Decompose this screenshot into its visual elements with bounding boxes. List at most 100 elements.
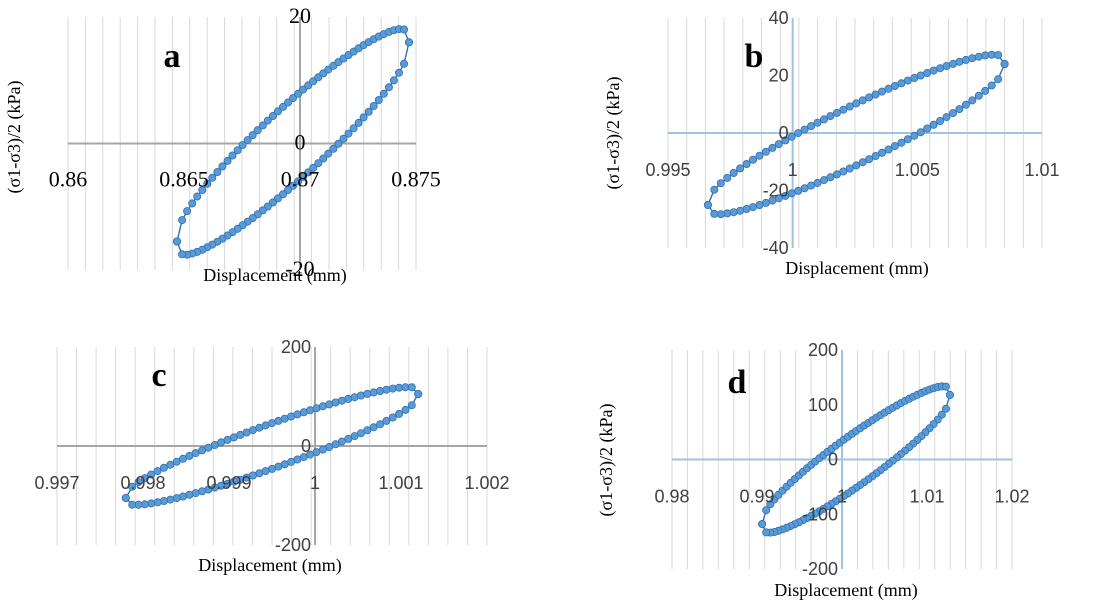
chart-panel-d: 200 100 0 -100 -200 0.98 0.99 1 1.01 1.02 d Displac… (596, 340, 1030, 601)
data-point (304, 168, 313, 177)
data-point (981, 51, 990, 60)
x-tick-label: 0.995 (645, 160, 690, 180)
data-point (929, 120, 938, 129)
data-point (871, 151, 880, 160)
data-point (749, 155, 758, 164)
data-point (974, 91, 983, 100)
data-point (923, 124, 932, 133)
data-point (369, 388, 378, 397)
data-point (382, 416, 391, 425)
panel-letter: b (745, 38, 764, 75)
data-point (364, 107, 373, 116)
data-point (213, 167, 222, 176)
data-point (813, 118, 822, 127)
x-tick-label: 0.999 (206, 473, 251, 493)
data-point (294, 89, 303, 98)
data-point (183, 207, 192, 216)
data-point (228, 151, 237, 160)
x-axis-title: Displacement (mm) (785, 258, 928, 279)
data-point (140, 474, 149, 483)
data-point (703, 200, 712, 209)
data-point (273, 107, 282, 116)
data-point (723, 173, 732, 182)
data-point (736, 164, 745, 173)
data-point (399, 25, 408, 34)
x-tick-label: 1.01 (909, 487, 944, 507)
data-point (363, 389, 372, 398)
x-tick-label: 0.98 (654, 487, 689, 507)
data-point (407, 401, 416, 410)
x-tick-label: 1.005 (895, 160, 940, 180)
y-tick-label: -20 (763, 181, 789, 201)
y-tick-label: -200 (275, 535, 311, 555)
data-point (968, 54, 977, 63)
x-tick-label: 0.875 (391, 167, 441, 192)
data-point (193, 192, 202, 201)
data-point (858, 158, 867, 167)
data-point (787, 132, 796, 141)
data-point (865, 155, 874, 164)
x-tick-label: 0.998 (120, 473, 165, 493)
data-point (339, 134, 348, 143)
data-point (178, 216, 187, 225)
data-point (758, 520, 767, 529)
data-point (243, 136, 252, 145)
data-point (710, 209, 719, 218)
y-tick-label: 0 (828, 450, 838, 470)
data-point (890, 142, 899, 151)
data-point (278, 102, 287, 111)
data-point (994, 75, 1003, 84)
data-point (395, 409, 404, 418)
series-line (707, 53, 1006, 215)
data-point (826, 112, 835, 121)
data-point (354, 118, 363, 127)
data-point (878, 87, 887, 96)
data-point (916, 128, 925, 137)
data-point (309, 163, 318, 172)
data-point (218, 162, 227, 171)
data-point (839, 105, 848, 114)
data-point (356, 429, 365, 438)
data-point (820, 176, 829, 185)
data-point (742, 204, 751, 213)
x-tick-label: 1.002 (464, 473, 509, 493)
data-point (729, 208, 738, 217)
x-axis-title: Displacement (mm) (774, 580, 917, 601)
data-point (374, 96, 383, 105)
data-point (248, 131, 257, 140)
chart-panel-b: 40 20 0 -20 -40 0.995 1 1.005 1.01 b Displacement … (603, 8, 1060, 279)
data-point (832, 108, 841, 117)
y-tick-label: 0 (779, 123, 789, 143)
data-point (742, 159, 751, 168)
data-point (223, 156, 232, 165)
data-point (369, 423, 378, 432)
data-point (955, 105, 964, 114)
data-point (128, 500, 137, 509)
data-point (987, 81, 996, 90)
data-point (389, 76, 398, 85)
data-point (278, 190, 287, 199)
data-point (401, 405, 410, 414)
data-point (774, 140, 783, 149)
data-point (407, 383, 416, 392)
data-point (359, 113, 368, 122)
data-point (755, 151, 764, 160)
data-point (334, 139, 343, 148)
data-point (188, 199, 197, 208)
data-point (394, 68, 403, 77)
data-point (981, 86, 990, 95)
data-point (820, 115, 829, 124)
data-point (845, 164, 854, 173)
y-tick-label: 0 (295, 130, 306, 155)
data-point (263, 116, 272, 125)
y-tick-label: -20 (285, 256, 314, 281)
x-tick-label: 1.02 (994, 487, 1029, 507)
x-axis-title: Displacement (mm) (198, 555, 341, 576)
data-point (768, 143, 777, 152)
data-point (755, 200, 764, 209)
x-tick-label: 1 (788, 160, 798, 180)
data-point (781, 136, 790, 145)
data-point (153, 467, 162, 476)
y-tick-label: 0 (301, 436, 311, 456)
